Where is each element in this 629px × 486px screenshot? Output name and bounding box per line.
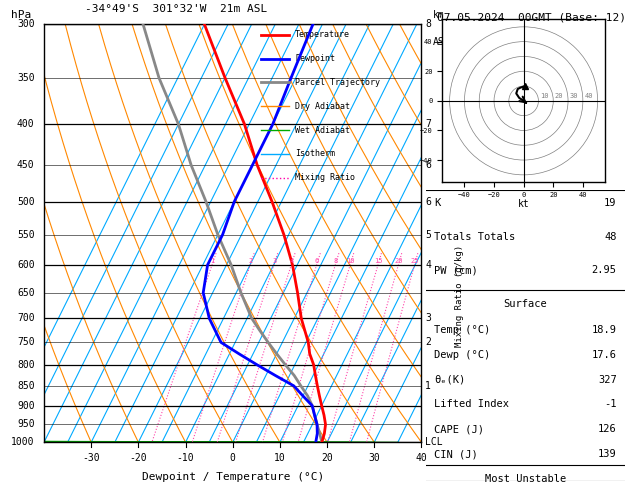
Text: Dewp (°C): Dewp (°C) bbox=[435, 350, 491, 360]
Text: 10: 10 bbox=[274, 453, 286, 463]
Text: 6: 6 bbox=[425, 197, 431, 207]
Text: 700: 700 bbox=[17, 313, 35, 324]
Text: 327: 327 bbox=[598, 375, 616, 385]
Text: 500: 500 bbox=[17, 197, 35, 207]
Text: 2: 2 bbox=[425, 337, 431, 347]
Text: 6: 6 bbox=[315, 258, 319, 264]
Text: 10: 10 bbox=[540, 93, 548, 99]
Text: 350: 350 bbox=[17, 73, 35, 83]
Text: 800: 800 bbox=[17, 360, 35, 370]
Text: Wet Adiabat: Wet Adiabat bbox=[295, 125, 350, 135]
Text: CIN (J): CIN (J) bbox=[435, 449, 478, 459]
X-axis label: kt: kt bbox=[518, 199, 530, 209]
Text: 750: 750 bbox=[17, 337, 35, 347]
Text: 40: 40 bbox=[416, 453, 427, 463]
Text: 48: 48 bbox=[604, 232, 616, 242]
Text: ASL: ASL bbox=[433, 37, 450, 47]
Text: 450: 450 bbox=[17, 160, 35, 170]
Text: -34°49'S  301°32'W  21m ASL: -34°49'S 301°32'W 21m ASL bbox=[85, 4, 267, 14]
Text: -1: -1 bbox=[604, 399, 616, 410]
Text: 17.6: 17.6 bbox=[592, 350, 616, 360]
Text: Dewpoint: Dewpoint bbox=[295, 54, 335, 63]
Text: 600: 600 bbox=[17, 260, 35, 270]
Text: -20: -20 bbox=[130, 453, 147, 463]
Text: 07.05.2024  00GMT (Base: 12): 07.05.2024 00GMT (Base: 12) bbox=[437, 12, 626, 22]
Text: -10: -10 bbox=[177, 453, 194, 463]
Text: 950: 950 bbox=[17, 419, 35, 430]
Text: Temp (°C): Temp (°C) bbox=[435, 325, 491, 335]
Text: PW (cm): PW (cm) bbox=[435, 265, 478, 276]
Text: 19: 19 bbox=[604, 198, 616, 208]
Text: Totals Totals: Totals Totals bbox=[435, 232, 516, 242]
Text: 7: 7 bbox=[425, 119, 431, 129]
Text: θₑ(K): θₑ(K) bbox=[435, 375, 465, 385]
Text: 30: 30 bbox=[369, 453, 380, 463]
Text: 6: 6 bbox=[425, 160, 431, 170]
Text: CAPE (J): CAPE (J) bbox=[435, 424, 484, 434]
Text: 5: 5 bbox=[425, 230, 431, 240]
Text: 850: 850 bbox=[17, 381, 35, 391]
Text: 3: 3 bbox=[272, 258, 276, 264]
Text: -30: -30 bbox=[82, 453, 100, 463]
Text: Surface: Surface bbox=[504, 299, 547, 309]
Text: hPa: hPa bbox=[11, 10, 31, 20]
Text: 4: 4 bbox=[425, 260, 431, 270]
Text: 40: 40 bbox=[584, 93, 593, 99]
Text: 10: 10 bbox=[346, 258, 355, 264]
Text: 20: 20 bbox=[321, 453, 333, 463]
Text: Mixing Ratio: Mixing Ratio bbox=[295, 173, 355, 182]
Text: Lifted Index: Lifted Index bbox=[435, 399, 509, 410]
Text: 900: 900 bbox=[17, 400, 35, 411]
Text: Temperature: Temperature bbox=[295, 30, 350, 39]
Text: 126: 126 bbox=[598, 424, 616, 434]
Text: 8: 8 bbox=[425, 19, 431, 29]
Text: 650: 650 bbox=[17, 288, 35, 298]
Text: 25: 25 bbox=[411, 258, 419, 264]
Text: 2.95: 2.95 bbox=[592, 265, 616, 276]
Text: K: K bbox=[435, 198, 441, 208]
Text: 1000: 1000 bbox=[11, 437, 35, 447]
Text: 8: 8 bbox=[333, 258, 338, 264]
Text: Mixing Ratio (g/kg): Mixing Ratio (g/kg) bbox=[455, 245, 464, 347]
Text: 18.9: 18.9 bbox=[592, 325, 616, 335]
Text: Dry Adiabat: Dry Adiabat bbox=[295, 102, 350, 111]
Text: LCL: LCL bbox=[425, 437, 443, 447]
Text: 20: 20 bbox=[394, 258, 403, 264]
Text: 2: 2 bbox=[248, 258, 253, 264]
Text: Parcel Trajectory: Parcel Trajectory bbox=[295, 78, 380, 87]
Text: 0: 0 bbox=[230, 453, 236, 463]
Text: 139: 139 bbox=[598, 449, 616, 459]
Text: Isotherm: Isotherm bbox=[295, 149, 335, 158]
Text: 550: 550 bbox=[17, 230, 35, 240]
Text: 1: 1 bbox=[210, 258, 214, 264]
Text: 15: 15 bbox=[374, 258, 382, 264]
Text: km: km bbox=[433, 10, 445, 20]
Text: Dewpoint / Temperature (°C): Dewpoint / Temperature (°C) bbox=[142, 471, 324, 482]
Text: 3: 3 bbox=[425, 313, 431, 324]
Text: 1: 1 bbox=[425, 381, 431, 391]
Text: 400: 400 bbox=[17, 119, 35, 129]
Text: Most Unstable: Most Unstable bbox=[485, 474, 566, 484]
Text: 300: 300 bbox=[17, 19, 35, 29]
Text: 20: 20 bbox=[555, 93, 563, 99]
Text: 30: 30 bbox=[569, 93, 578, 99]
Text: 4: 4 bbox=[289, 258, 294, 264]
